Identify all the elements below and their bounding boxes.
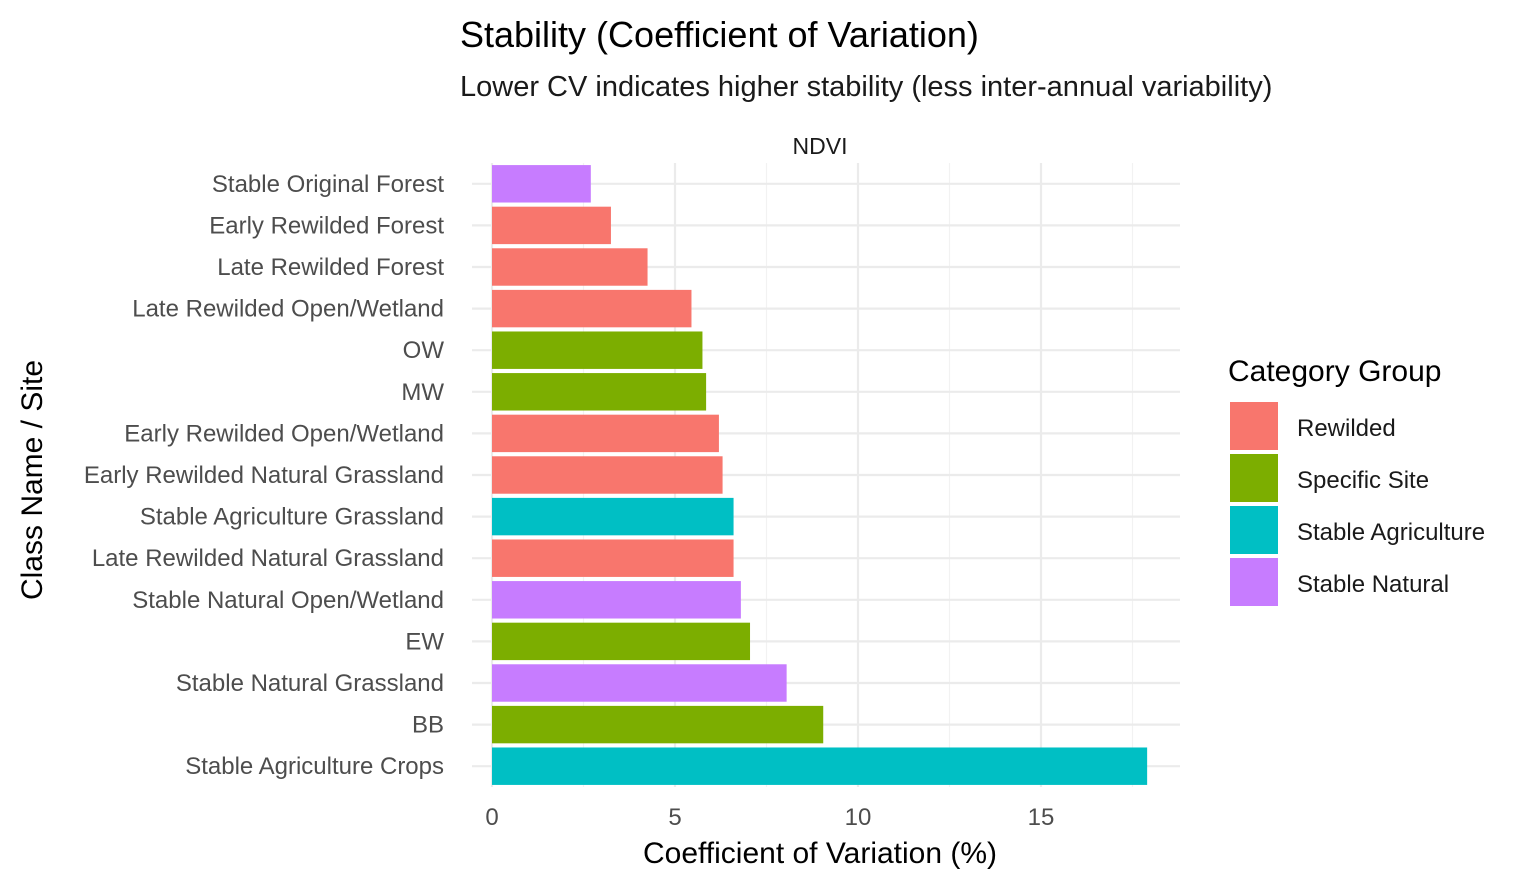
bar-early-rewilded-open-wetland: [492, 414, 719, 453]
bars: [492, 165, 1148, 785]
bar-ew: [492, 622, 751, 661]
legend-swatch-rewilded: [1230, 402, 1278, 450]
y-tick-label: Stable Agriculture Crops: [185, 753, 444, 780]
legend-swatch-stable-agriculture: [1230, 506, 1278, 554]
bar-stable-natural-open-wetland: [492, 581, 741, 619]
legend: Category Group Rewilded Specific Site Stab…: [1228, 355, 1485, 606]
x-axis-ticks: 0 5 10 15: [485, 804, 1054, 831]
y-tick-label: BB: [412, 712, 444, 739]
bar-late-rewilded-open-wetland: [492, 289, 692, 328]
legend-label: Stable Natural: [1297, 571, 1449, 598]
legend-swatch-specific-site: [1230, 454, 1278, 502]
y-tick-label: Late Rewilded Natural Grassland: [92, 545, 444, 572]
y-tick-label: OW: [403, 337, 445, 364]
y-axis-ticks: Stable Original Forest Early Rewilded For…: [84, 171, 444, 780]
legend-label: Specific Site: [1297, 467, 1429, 494]
bar-early-rewilded-forest: [492, 206, 611, 245]
y-tick-label: Late Rewilded Forest: [217, 254, 444, 281]
bar-ow: [492, 331, 703, 369]
y-tick-label: Stable Natural Grassland: [176, 670, 444, 697]
bar-stable-natural-grassland: [492, 664, 787, 702]
bar-stable-original-forest: [492, 165, 591, 203]
legend-label: Rewilded: [1297, 415, 1396, 442]
y-tick-label: EW: [405, 628, 444, 655]
x-tick-label: 0: [485, 804, 498, 831]
legend-label: Stable Agriculture: [1297, 519, 1485, 546]
chart-title: Stability (Coefficient of Variation): [460, 14, 979, 55]
x-tick-label: 5: [668, 804, 681, 831]
bar-mw: [492, 373, 707, 411]
y-tick-label: MW: [401, 379, 444, 406]
chart-subtitle: Lower CV indicates higher stability (les…: [460, 71, 1272, 103]
bar-stable-agriculture-grassland: [492, 497, 734, 536]
y-tick-label: Stable Agriculture Grassland: [140, 504, 444, 531]
y-tick-label: Stable Natural Open/Wetland: [132, 587, 444, 614]
bar-late-rewilded-forest: [492, 248, 648, 286]
legend-swatch-stable-natural: [1230, 558, 1278, 606]
y-tick-label: Early Rewilded Open/Wetland: [124, 420, 444, 447]
legend-title: Category Group: [1228, 355, 1441, 388]
bar-early-rewilded-natural-grassland: [492, 456, 723, 494]
facet-label: NDVI: [793, 133, 848, 159]
x-axis-title: Coefficient of Variation (%): [643, 837, 997, 870]
y-tick-label: Early Rewilded Forest: [209, 212, 444, 239]
bar-stable-agriculture-crops: [492, 747, 1148, 785]
y-tick-label: Stable Original Forest: [212, 171, 444, 198]
x-tick-label: 15: [1028, 804, 1055, 831]
bar-late-rewilded-natural-grassland: [492, 539, 734, 577]
bar-bb: [492, 705, 824, 744]
y-tick-label: Late Rewilded Open/Wetland: [132, 296, 444, 323]
y-tick-label: Early Rewilded Natural Grassland: [84, 462, 444, 489]
x-tick-label: 10: [845, 804, 872, 831]
y-axis-title: Class Name / Site: [16, 360, 49, 600]
